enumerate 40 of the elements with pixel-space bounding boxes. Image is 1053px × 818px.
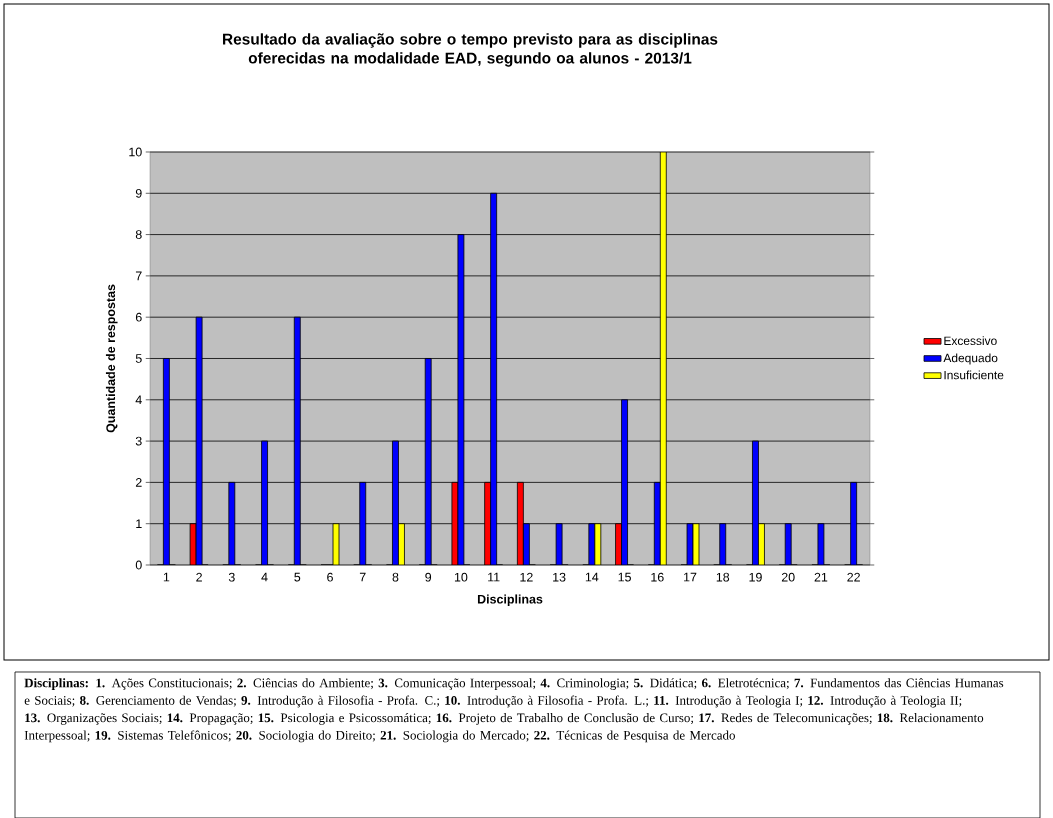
y-tick-label: 8 bbox=[135, 230, 142, 239]
text: Disciplinas: 1. Ações Constitucionais; 2. Ciências do Ambiente; 3. Comunicação Interpessoal; 4. Criminologia; 5. Didática; 6. Eletrotécnica; 7. Fundamentos das Ciências Humanas e Sociais; 8. Gerenciamento de Vendas; 9. Introdução à Filosofia - Profa. C.; 10. Introdução à Filosofia - Profa. L.; 11. Introdução à Teologia I; 12. Introdução à Teologia II; 13. Organizações Sociais; 14. Propagação; 15. Psicologia e Psicossomática; 16. Projeto de Trabalho de Conclusão de Curso; 17. Redes de Telecomunicações; 18. Relacionamento Interpessoal; 19. Sistemas Telefônicos; 20. Sociologia do Direito; 21. Sociologia do Mercado; 22. Técnicas de Pesquisa de Mercado bbox=[24, 678, 1004, 743]
x-tick-label: 5 bbox=[294, 572, 301, 582]
y-tick-label: 7 bbox=[135, 271, 142, 280]
x-tick-label: 4 bbox=[261, 572, 268, 582]
x-tick-label: 7 bbox=[359, 572, 366, 582]
x-tick-label: 2 bbox=[196, 572, 202, 582]
legend-label: Excessivo bbox=[944, 336, 997, 345]
x-tick-label: 18 bbox=[716, 572, 730, 582]
x-tick-label: 14 bbox=[585, 572, 599, 582]
x-tick-label: 12 bbox=[520, 572, 533, 582]
y-tick-label: 4 bbox=[135, 395, 142, 404]
y-axis-title: Quantidade de respostas bbox=[105, 284, 118, 433]
x-tick-label: 17 bbox=[684, 572, 697, 582]
y-tick-label: 2 bbox=[135, 477, 142, 487]
y-tick-label: 1 bbox=[136, 519, 142, 528]
x-tick-label: 8 bbox=[392, 572, 399, 582]
y-tick-label: 3 bbox=[135, 436, 142, 446]
x-tick-label: 1 bbox=[163, 572, 170, 582]
x-tick-label: 6 bbox=[327, 572, 333, 582]
x-tick-label: 9 bbox=[425, 572, 432, 582]
y-tick-label: 9 bbox=[135, 188, 142, 198]
y-tick-label: 10 bbox=[129, 147, 142, 157]
y-tick-label: 6 bbox=[135, 312, 142, 322]
x-tick-label: 13 bbox=[553, 572, 566, 582]
x-tick-label: 16 bbox=[651, 572, 664, 582]
y-tick-label: 5 bbox=[135, 353, 142, 363]
x-axis-title: Disciplinas bbox=[477, 594, 543, 606]
x-tick-label: 15 bbox=[618, 572, 631, 582]
x-tick-label: 22 bbox=[847, 572, 860, 582]
x-tick-label: 21 bbox=[814, 572, 828, 582]
x-tick-label: 11 bbox=[488, 572, 500, 582]
y-tick-label: 0 bbox=[135, 560, 142, 570]
x-tick-label: 3 bbox=[228, 572, 235, 582]
x-tick-label: 10 bbox=[454, 572, 468, 582]
chart-title: Resultado da avaliação sobre o tempo previsto para as disciplinas oferecidas na modalidade EAD, segundo oa alunos - 2013/1 bbox=[223, 33, 718, 67]
legend-label: Adequado bbox=[943, 353, 998, 365]
legend-label: Insuficiente bbox=[944, 370, 1004, 380]
x-tick-label: 19 bbox=[749, 572, 762, 582]
x-tick-label: 20 bbox=[781, 572, 795, 582]
